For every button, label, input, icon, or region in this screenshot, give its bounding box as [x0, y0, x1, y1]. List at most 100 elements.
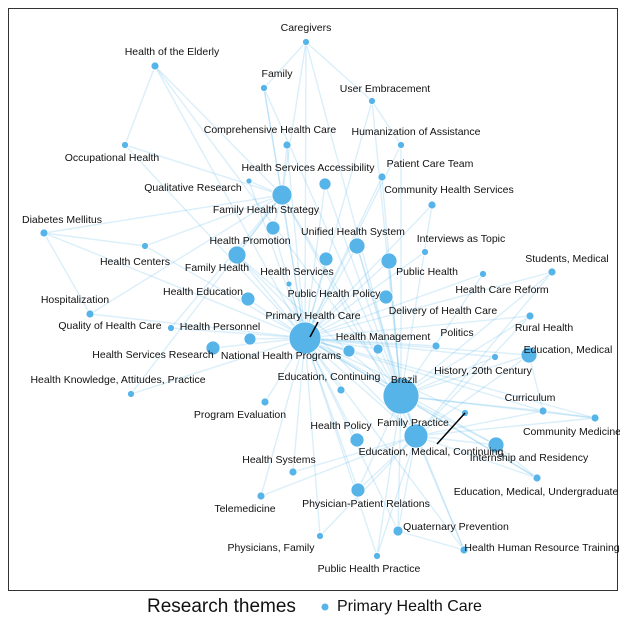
- edge: [304, 337, 437, 347]
- node: [431, 341, 441, 351]
- edge: [236, 254, 402, 397]
- node-label: Hospitalization: [41, 294, 109, 306]
- node: [318, 177, 332, 191]
- edge: [376, 395, 402, 557]
- labels: Caregivers Health of the Elderly Family Use…: [22, 22, 620, 575]
- node: [525, 311, 535, 321]
- edge: [89, 313, 306, 339]
- edge: [304, 204, 433, 339]
- edge: [305, 41, 373, 102]
- node-label: Education, Medical: [524, 344, 613, 356]
- edge: [304, 337, 538, 479]
- node: [288, 467, 298, 477]
- node: [282, 140, 292, 150]
- edge: [415, 271, 553, 437]
- node: [240, 291, 256, 307]
- node-label: Program Evaluation: [194, 409, 286, 421]
- edge: [263, 41, 307, 89]
- edge: [400, 273, 484, 397]
- node-label: Health Services Accessibility: [241, 162, 375, 174]
- node: [205, 340, 221, 356]
- edge: [154, 65, 306, 339]
- legend-title: Research themes: [147, 596, 296, 617]
- edge: [371, 100, 402, 146]
- node-label: Health of the Elderly: [125, 46, 220, 58]
- node: [421, 248, 429, 256]
- node-label: Quality of Health Care: [58, 320, 161, 332]
- edge: [400, 395, 538, 479]
- edge: [304, 337, 399, 532]
- node-label: Diabetes Mellitus: [22, 214, 102, 226]
- edge: [415, 354, 530, 437]
- node: [538, 406, 548, 416]
- label-leader: [436, 412, 466, 445]
- node-label: Community Medicine: [523, 426, 620, 438]
- node: [427, 200, 437, 210]
- node: [271, 184, 293, 206]
- edge: [319, 435, 417, 537]
- edge: [89, 194, 283, 315]
- node: [459, 545, 469, 555]
- edge: [304, 337, 402, 397]
- node: [397, 141, 405, 149]
- edge: [305, 41, 402, 397]
- edge: [292, 435, 417, 473]
- edge: [304, 337, 496, 358]
- edge: [43, 232, 306, 339]
- edge: [415, 417, 596, 437]
- edge: [495, 444, 538, 479]
- edge: [130, 337, 306, 395]
- node: [382, 377, 420, 415]
- edge: [304, 271, 553, 339]
- node-label: Health Policy: [310, 420, 372, 432]
- edge: [400, 395, 544, 412]
- edge: [400, 315, 531, 397]
- edge: [324, 183, 402, 397]
- edge: [43, 232, 91, 315]
- node-label: Community Health Services: [384, 184, 514, 196]
- edge: [236, 194, 283, 256]
- label-leader: [309, 321, 319, 338]
- node-label: Health Services: [260, 266, 334, 278]
- edge: [376, 435, 417, 557]
- edge: [43, 232, 146, 247]
- node-label: Primary Health Care: [265, 310, 360, 322]
- node: [378, 289, 394, 305]
- node-label: Health Centers: [100, 256, 170, 268]
- edge: [304, 337, 530, 356]
- node: [392, 525, 404, 537]
- node: [547, 267, 557, 277]
- edge: [304, 245, 358, 339]
- node-label: Brazil: [391, 374, 417, 386]
- node: [265, 220, 281, 236]
- node-label: Education, Medical, Continuing: [359, 446, 504, 458]
- node: [167, 324, 175, 332]
- edge: [371, 100, 402, 397]
- edge: [415, 435, 538, 479]
- node-label: Curriculum: [505, 392, 556, 404]
- edge: [397, 395, 402, 532]
- node-label: Occupational Health: [65, 152, 160, 164]
- node-label: Health Personnel: [180, 321, 261, 333]
- node-label: Health Education: [163, 286, 243, 298]
- node: [318, 251, 334, 267]
- node-label: Qualitative Research: [144, 182, 242, 194]
- node-label: Unified Health System: [301, 226, 405, 238]
- edge: [304, 337, 321, 537]
- node: [479, 270, 487, 278]
- edge: [260, 337, 306, 497]
- node: [377, 172, 387, 182]
- edge: [292, 337, 306, 473]
- node: [245, 177, 253, 185]
- node-label: Health Care Reform: [455, 284, 549, 296]
- edge: [144, 194, 283, 247]
- node-label: Telemedicine: [214, 503, 275, 515]
- node-label: User Embracement: [340, 83, 431, 95]
- node: [316, 532, 324, 540]
- edge: [304, 315, 531, 339]
- node: [487, 436, 505, 454]
- node-label: Public Health: [396, 266, 458, 278]
- node-label: Family: [262, 68, 294, 80]
- node-label: Caregivers: [281, 22, 332, 34]
- edge: [281, 194, 306, 339]
